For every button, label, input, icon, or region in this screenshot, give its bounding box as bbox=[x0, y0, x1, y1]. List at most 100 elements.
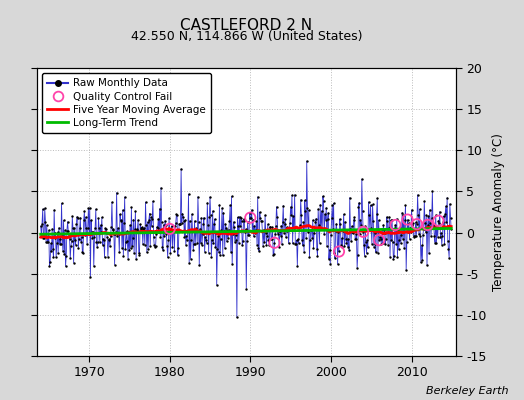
Point bbox=[244, 232, 253, 238]
Point bbox=[83, 241, 91, 247]
Point bbox=[214, 249, 223, 256]
Point bbox=[409, 220, 417, 227]
Point bbox=[368, 240, 376, 247]
Point bbox=[130, 226, 139, 232]
Point bbox=[78, 249, 86, 255]
Point bbox=[223, 238, 231, 245]
Point bbox=[294, 240, 303, 246]
Point bbox=[74, 244, 82, 251]
Point bbox=[308, 235, 316, 241]
Point bbox=[352, 236, 360, 242]
Point bbox=[441, 211, 449, 218]
Point bbox=[163, 243, 171, 250]
Point bbox=[242, 285, 250, 292]
Point bbox=[39, 206, 47, 212]
Point bbox=[126, 222, 134, 228]
Point bbox=[195, 262, 203, 268]
Point bbox=[369, 218, 377, 224]
Point bbox=[297, 196, 305, 203]
Point bbox=[335, 216, 344, 222]
Point bbox=[359, 242, 368, 249]
Point bbox=[233, 214, 242, 221]
Point bbox=[247, 206, 256, 213]
Point bbox=[180, 234, 189, 240]
Point bbox=[199, 231, 207, 237]
Point bbox=[66, 255, 74, 261]
Point bbox=[86, 274, 95, 280]
Point bbox=[262, 242, 270, 248]
Point bbox=[318, 208, 326, 214]
Point bbox=[73, 214, 81, 220]
Point bbox=[341, 218, 349, 225]
Point bbox=[319, 193, 327, 200]
Point bbox=[404, 229, 412, 236]
Point bbox=[211, 216, 219, 222]
Point bbox=[411, 233, 419, 239]
Point bbox=[276, 228, 284, 234]
Point bbox=[423, 262, 431, 268]
Point bbox=[378, 226, 386, 232]
Point bbox=[108, 199, 116, 205]
Point bbox=[137, 225, 145, 231]
Point bbox=[275, 244, 283, 250]
Point bbox=[154, 225, 162, 231]
Point bbox=[281, 216, 289, 223]
Point bbox=[323, 216, 332, 222]
Point bbox=[75, 225, 84, 232]
Point bbox=[298, 237, 306, 243]
Point bbox=[223, 227, 232, 234]
Point bbox=[329, 226, 337, 232]
Point bbox=[348, 228, 357, 235]
Point bbox=[213, 245, 222, 252]
Point bbox=[419, 225, 428, 232]
Point bbox=[271, 231, 279, 238]
Point bbox=[116, 211, 124, 218]
Point bbox=[246, 214, 255, 221]
Point bbox=[203, 200, 212, 206]
Point bbox=[300, 249, 308, 256]
Point bbox=[358, 208, 367, 214]
Point bbox=[96, 239, 104, 245]
Point bbox=[48, 226, 56, 232]
Point bbox=[141, 199, 150, 205]
Point bbox=[75, 236, 83, 242]
Point bbox=[379, 222, 388, 228]
Point bbox=[89, 229, 97, 235]
Point bbox=[41, 218, 50, 225]
Point bbox=[421, 220, 429, 227]
Point bbox=[111, 230, 119, 237]
Point bbox=[386, 254, 394, 260]
Point bbox=[149, 234, 158, 240]
Point bbox=[54, 224, 63, 231]
Point bbox=[366, 226, 374, 233]
Point bbox=[193, 240, 201, 246]
Point bbox=[144, 246, 152, 252]
Point bbox=[274, 230, 282, 237]
Point bbox=[425, 250, 433, 256]
Point bbox=[403, 216, 412, 223]
Point bbox=[106, 243, 114, 250]
Point bbox=[183, 237, 191, 243]
Point bbox=[68, 213, 77, 220]
Point bbox=[383, 218, 391, 224]
Point bbox=[243, 238, 251, 244]
Point bbox=[73, 215, 82, 222]
Point bbox=[283, 226, 292, 232]
Point bbox=[307, 226, 315, 233]
Point bbox=[216, 236, 225, 242]
Point bbox=[335, 248, 343, 255]
Point bbox=[273, 214, 281, 220]
Point bbox=[425, 207, 434, 213]
Point bbox=[238, 242, 246, 248]
Point bbox=[228, 231, 237, 237]
Point bbox=[380, 227, 388, 234]
Point bbox=[391, 222, 400, 228]
Point bbox=[387, 237, 396, 244]
Point bbox=[355, 200, 363, 206]
Point bbox=[52, 240, 61, 246]
Point bbox=[194, 218, 203, 225]
Point bbox=[427, 232, 435, 239]
Point bbox=[101, 225, 110, 232]
Point bbox=[309, 217, 317, 223]
Point bbox=[112, 229, 120, 235]
